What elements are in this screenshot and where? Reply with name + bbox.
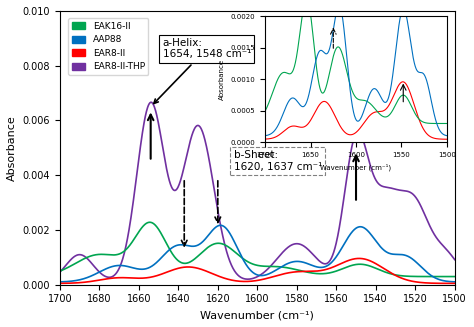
X-axis label: Wavenumber (cm⁻¹): Wavenumber (cm⁻¹): [201, 310, 314, 320]
Text: b-Sheet:
1620, 1637 cm⁻¹: b-Sheet: 1620, 1637 cm⁻¹: [234, 150, 322, 172]
Text: a-Helix:
1654, 1548 cm⁻¹: a-Helix: 1654, 1548 cm⁻¹: [154, 38, 251, 103]
Legend: EAK16-II, AAP88, EAR8-II, EAR8-II-THP: EAK16-II, AAP88, EAR8-II, EAR8-II-THP: [68, 18, 148, 75]
Y-axis label: Absorbance: Absorbance: [7, 115, 17, 181]
